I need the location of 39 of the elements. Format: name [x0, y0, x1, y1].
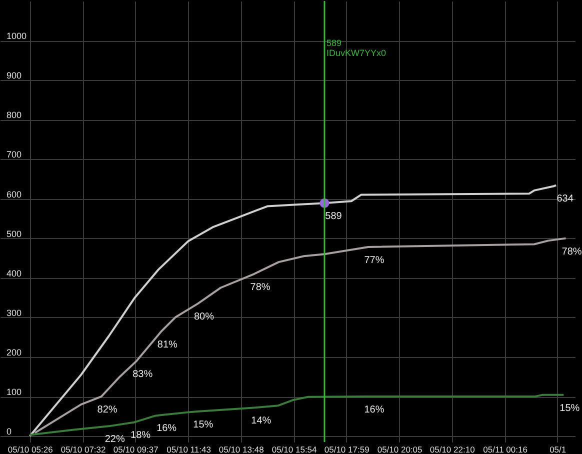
annotation: 14% [251, 416, 272, 427]
annotation: 83% [132, 368, 153, 380]
annotation: 22% [104, 434, 125, 446]
x-tick-label: 05/10 09:37 [113, 444, 159, 454]
y-tick-label: 100 [6, 387, 22, 398]
x-tick-label: 05/10 13:48 [218, 444, 264, 454]
y-tick-label: 600 [6, 189, 22, 200]
annotation: 77% [364, 255, 384, 266]
x-tick-label: 05/10 11:43 [166, 444, 212, 454]
y-tick-label: 0 [6, 426, 12, 437]
data-label: 589 [325, 211, 342, 222]
annotation: 18% [130, 430, 151, 442]
annotation: 78% [562, 246, 582, 258]
x-tick-label: 05/10 22:10 [430, 444, 476, 454]
data-label: 634 [556, 193, 574, 204]
x-tick-label: 05/10 15:54 [272, 444, 318, 454]
annotation: 16% [156, 423, 177, 434]
y-tick-label: 900 [6, 70, 22, 81]
annotation: 16% [364, 404, 384, 416]
x-tick-label: 05/10 17:59 [324, 444, 370, 454]
annotation: 15% [193, 420, 214, 431]
x-tick-label: 05/11 00:16 [483, 444, 528, 454]
annotation: 80% [194, 312, 214, 323]
y-tick-label: 700 [6, 150, 22, 160]
y-tick-label: 800 [6, 110, 22, 120]
y-tick-label: 1000 [6, 31, 27, 42]
x-tick-label: 05/10 20:05 [377, 444, 423, 454]
annotation: 15% [560, 402, 580, 414]
x-tick-label: 05/10 07:32 [60, 444, 106, 454]
annotation: 81% [157, 339, 178, 350]
ref-line-label: 589 IDuvKW7YYx0 [326, 38, 386, 58]
x-tick-label: 05/1 [550, 444, 566, 454]
y-tick-label: 400 [6, 268, 22, 278]
y-tick-label: 500 [6, 228, 22, 239]
x-tick-label: 05/10 05:26 [8, 444, 54, 454]
y-tick-label: 300 [6, 308, 22, 318]
annotation: 78% [250, 282, 270, 293]
annotation: 82% [97, 404, 118, 416]
y-tick-label: 200 [6, 347, 22, 358]
